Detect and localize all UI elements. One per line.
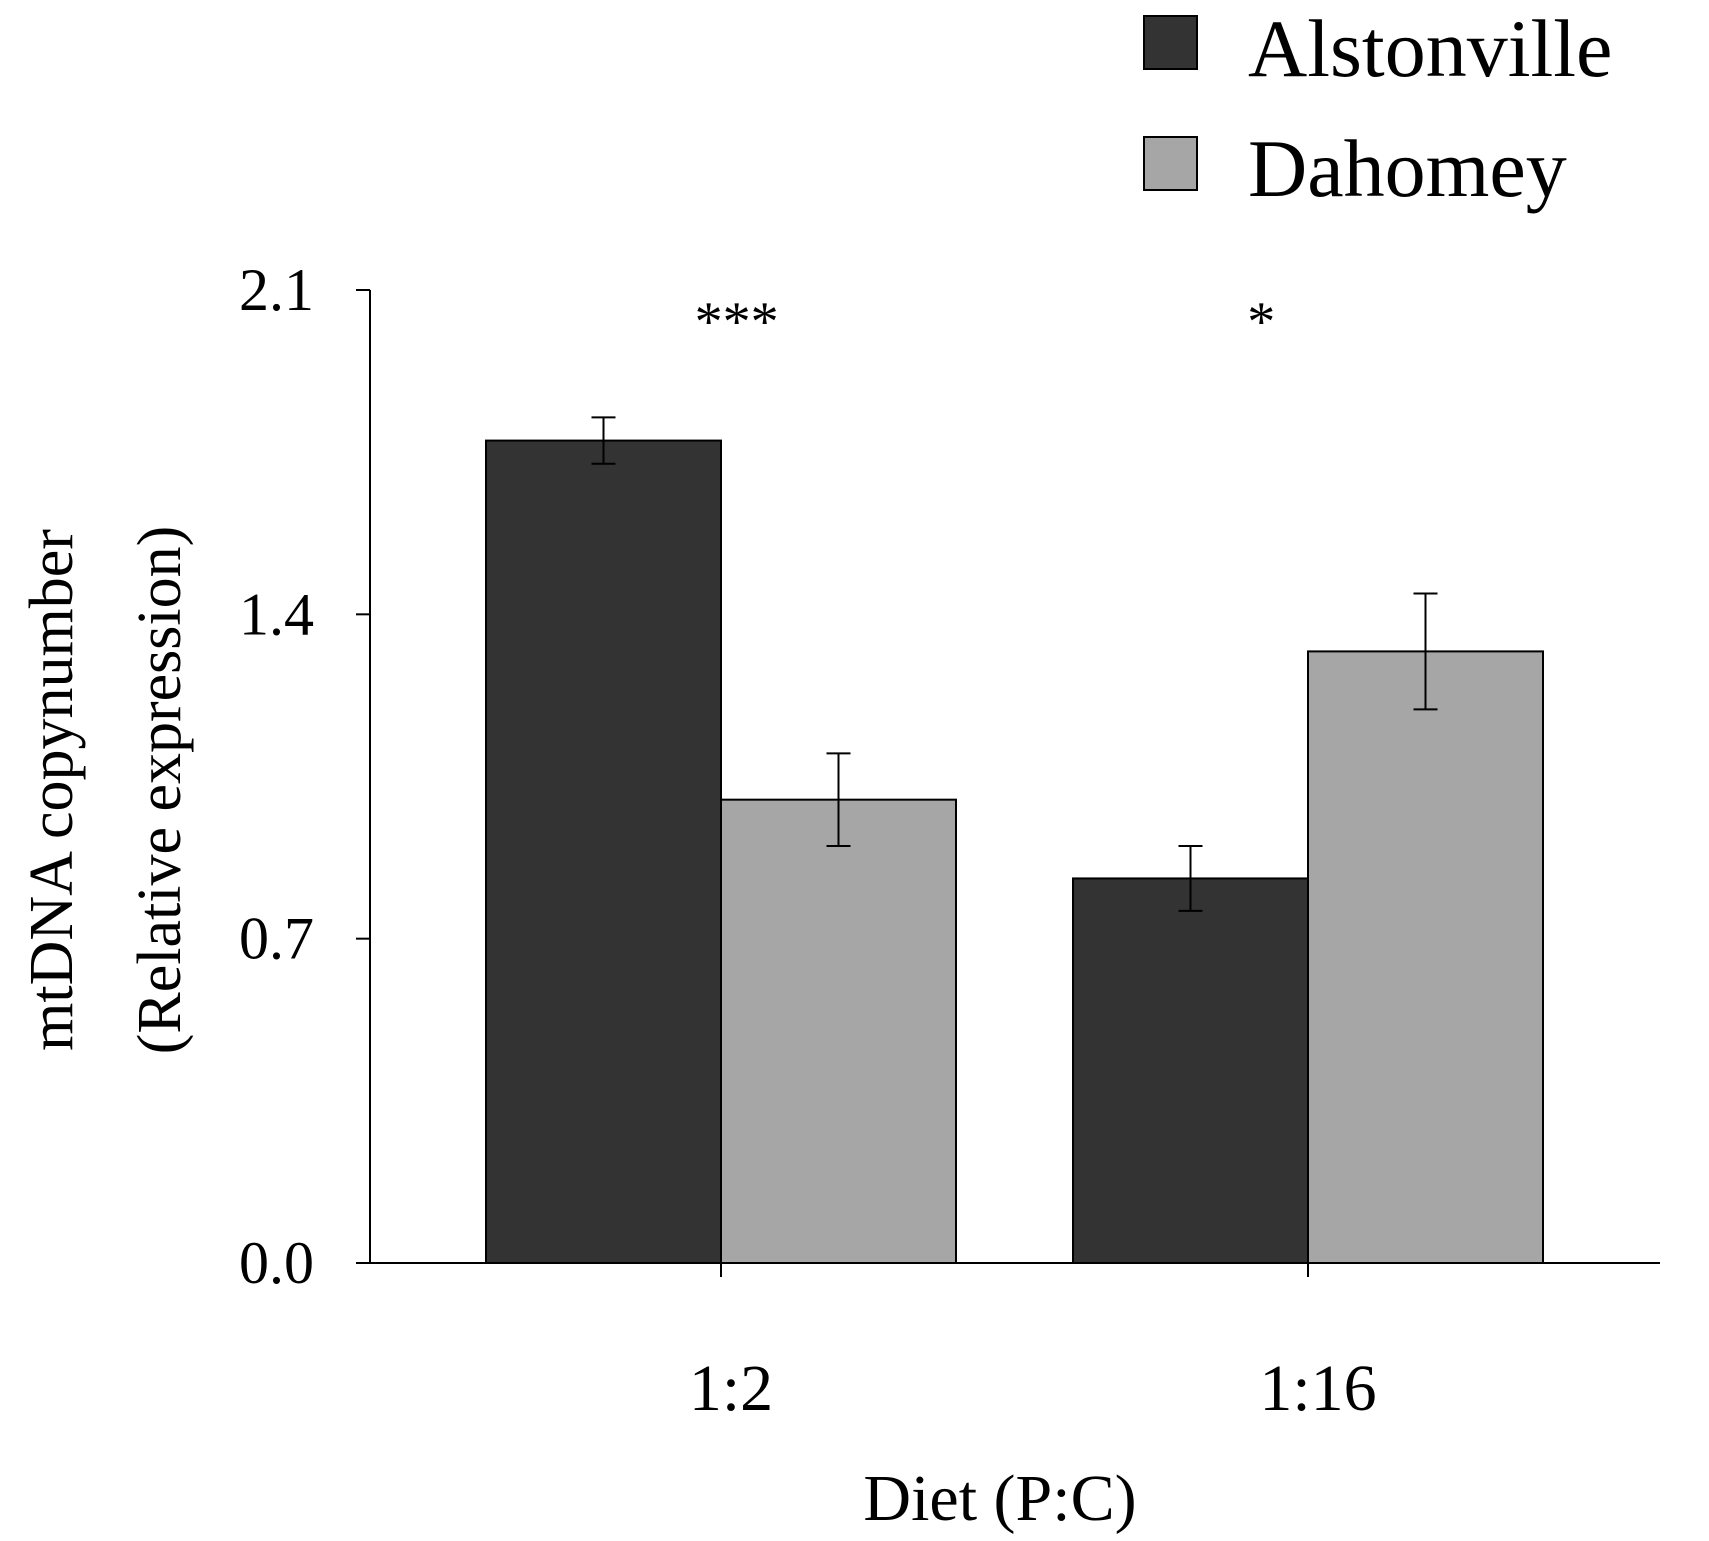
y-tick-label-2-1: 2.1 — [239, 257, 314, 323]
y-tick-label-0-0: 0.0 — [239, 1230, 314, 1296]
legend: Alstonville Dahomey — [1143, 3, 1612, 214]
y-tick-label-1-4: 1.4 — [239, 581, 314, 647]
legend-swatch-dahomey — [1143, 136, 1198, 191]
significance-label-1-16: * — [1247, 291, 1275, 353]
legend-label-dahomey: Dahomey — [1248, 123, 1567, 214]
significance-label-1-2: *** — [695, 291, 779, 353]
legend-label-alstonville: Alstonville — [1248, 3, 1612, 94]
y-axis-title-line-1: mtDNA copynumber — [18, 529, 86, 1051]
y-axis-title: mtDNA copynumber (Relative expression) — [18, 526, 194, 1055]
x-tick-label-1-2: 1:2 — [689, 1352, 773, 1425]
bars-group — [485, 439, 1544, 1265]
bar-dahomey-1-2 — [720, 798, 957, 1265]
y-axis-title-line-2: (Relative expression) — [126, 526, 194, 1055]
bar-alstonville-1-2 — [485, 439, 722, 1265]
labels-group: 1:2 *** 1:16 * 0.0 0.7 1.4 2.1 — [239, 257, 1377, 1425]
bar-dahomey-1-16 — [1307, 650, 1544, 1264]
legend-swatch-alstonville — [1143, 15, 1198, 70]
x-tick-label-1-16: 1:16 — [1259, 1352, 1376, 1425]
axes-group — [356, 289, 1660, 1277]
x-axis-title: Diet (P:C) — [863, 1462, 1136, 1535]
bar-alstonville-1-16 — [1072, 877, 1309, 1265]
y-tick-label-0-7: 0.7 — [239, 906, 314, 972]
error-bars-group — [591, 416, 1438, 912]
